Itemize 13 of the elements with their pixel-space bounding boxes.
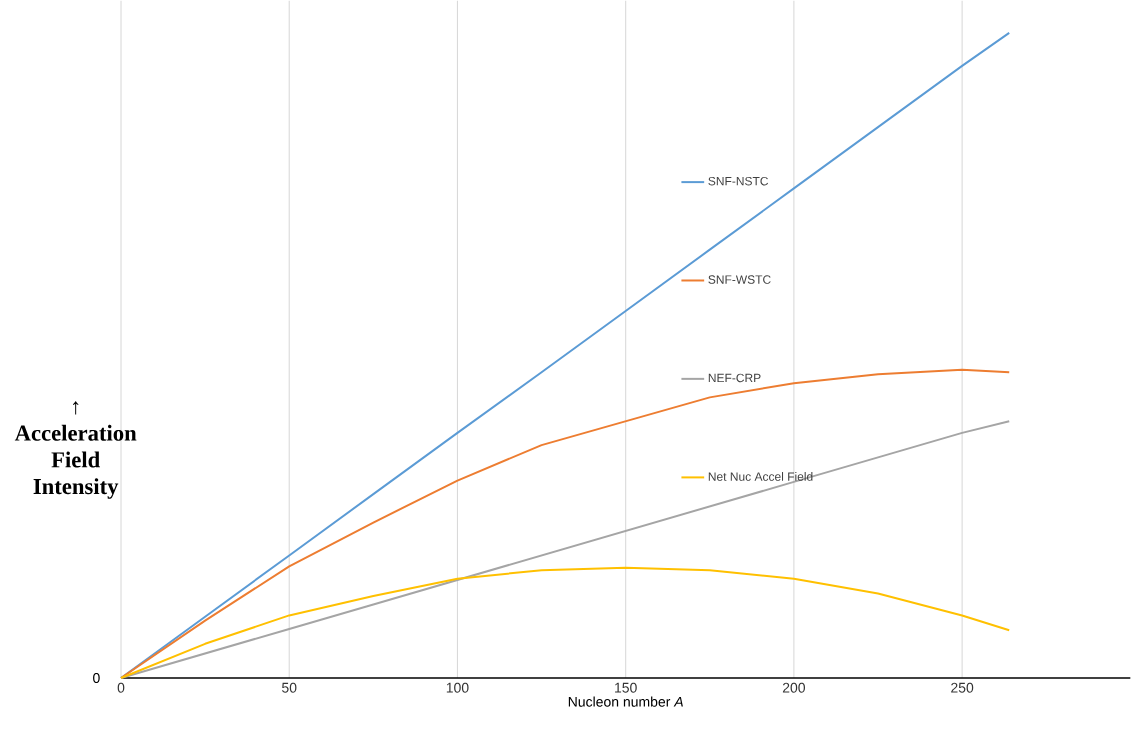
- legend-label: SNF-WSTC: [708, 275, 771, 284]
- y-axis-title: ↑ Acceleration Field Intensity: [14, 401, 137, 499]
- legend-label: NEF-CRP: [708, 373, 761, 383]
- x-tick-label: 100: [446, 682, 469, 693]
- x-tick-label: 250: [951, 682, 974, 693]
- annotation: 0: [93, 673, 100, 683]
- x-axis-title: Nucleon number A: [568, 696, 683, 707]
- x-tick-label: 50: [282, 682, 297, 693]
- legend-label: Net Nuc Accel Field: [708, 472, 813, 481]
- x-tick-label: 150: [615, 682, 637, 693]
- x-tick-label: 200: [782, 682, 806, 693]
- legend-label: SNF-NSTC: [708, 176, 769, 186]
- x-tick-label: 0: [117, 682, 125, 693]
